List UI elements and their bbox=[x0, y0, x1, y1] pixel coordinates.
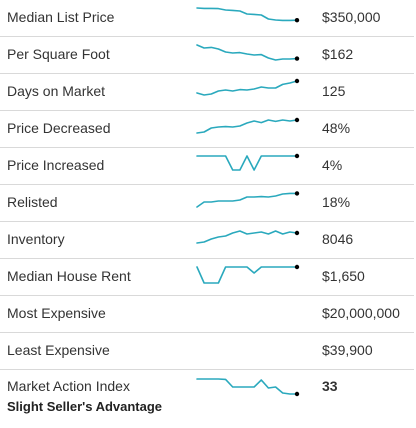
price-increased-sparkline-endpoint bbox=[294, 153, 300, 159]
median-list-price-label: Median List Price bbox=[7, 9, 115, 25]
median-list-price-sparkline-line bbox=[196, 7, 298, 22]
market-action-index-sparkline-line bbox=[196, 378, 298, 395]
median-house-rent-value: $1,650 bbox=[322, 268, 365, 284]
most-expensive-label: Most Expensive bbox=[7, 305, 106, 321]
per-square-foot-sparkline bbox=[196, 44, 300, 61]
relisted-value: 18% bbox=[322, 194, 351, 210]
least-expensive-value: $39,900 bbox=[322, 342, 373, 358]
price-decreased-sparkline-endpoint bbox=[294, 117, 300, 123]
inventory-value: 8046 bbox=[322, 231, 354, 247]
median-house-rent-sparkline-line bbox=[196, 266, 298, 284]
market-action-index-sublabel: Slight Seller's Advantage bbox=[7, 399, 163, 414]
market-action-index-value: 33 bbox=[322, 378, 338, 394]
median-house-rent-sparkline-endpoint bbox=[294, 264, 300, 270]
relisted-sparkline-endpoint bbox=[294, 191, 300, 196]
relisted-row: Relisted 18% bbox=[0, 185, 414, 222]
relisted-sparkline-line bbox=[196, 192, 298, 208]
per-square-foot-label: Per Square Foot bbox=[7, 46, 110, 62]
relisted-label: Relisted bbox=[7, 194, 58, 210]
price-increased-row: Price Increased 4% bbox=[0, 148, 414, 185]
days-on-market-sparkline-line bbox=[196, 80, 298, 96]
median-list-price-value: $350,000 bbox=[322, 9, 381, 25]
market-action-index-label: Market Action Index bbox=[7, 378, 130, 394]
price-increased-label: Price Increased bbox=[7, 157, 105, 173]
median-house-rent-row: Median House Rent $1,650 bbox=[0, 259, 414, 296]
price-increased-sparkline-line bbox=[196, 155, 298, 171]
price-increased-sparkline bbox=[196, 153, 300, 171]
price-decreased-row: Price Decreased 48% bbox=[0, 111, 414, 148]
median-list-price-row: Median List Price $350,000 bbox=[0, 0, 414, 37]
price-decreased-value: 48% bbox=[322, 120, 351, 136]
price-decreased-sparkline-line bbox=[196, 119, 298, 134]
days-on-market-label: Days on Market bbox=[7, 83, 106, 99]
days-on-market-value: 125 bbox=[322, 83, 346, 99]
inventory-sparkline bbox=[196, 230, 300, 244]
median-house-rent-label: Median House Rent bbox=[7, 268, 131, 284]
median-house-rent-sparkline bbox=[196, 264, 300, 284]
per-square-foot-row: Per Square Foot $162 bbox=[0, 37, 414, 74]
most-expensive-value: $20,000,000 bbox=[322, 305, 400, 321]
median-list-price-sparkline-endpoint bbox=[294, 18, 300, 23]
price-decreased-sparkline bbox=[196, 117, 300, 134]
most-expensive-row: Most Expensive $20,000,000 bbox=[0, 296, 414, 333]
median-list-price-sparkline bbox=[196, 7, 300, 23]
inventory-label: Inventory bbox=[7, 231, 65, 247]
price-decreased-label: Price Decreased bbox=[7, 120, 111, 136]
inventory-sparkline-endpoint bbox=[294, 230, 300, 236]
least-expensive-row: Least Expensive $39,900 bbox=[0, 333, 414, 370]
price-increased-value: 4% bbox=[322, 157, 343, 173]
per-square-foot-value: $162 bbox=[322, 46, 354, 62]
market-action-index-row: Market Action Index 33 Slight Seller's A… bbox=[0, 369, 414, 427]
market-action-index-sparkline bbox=[196, 378, 300, 397]
market-action-index-sparkline-endpoint bbox=[294, 391, 300, 397]
days-on-market-row: Days on Market 125 bbox=[0, 74, 414, 111]
inventory-sparkline-line bbox=[196, 230, 298, 244]
inventory-row: Inventory 8046 bbox=[0, 222, 414, 259]
days-on-market-sparkline bbox=[196, 78, 300, 96]
least-expensive-label: Least Expensive bbox=[7, 342, 110, 358]
days-on-market-sparkline-endpoint bbox=[294, 78, 300, 84]
per-square-foot-sparkline-line bbox=[196, 44, 298, 61]
per-square-foot-sparkline-endpoint bbox=[294, 56, 300, 61]
relisted-sparkline bbox=[196, 191, 300, 208]
